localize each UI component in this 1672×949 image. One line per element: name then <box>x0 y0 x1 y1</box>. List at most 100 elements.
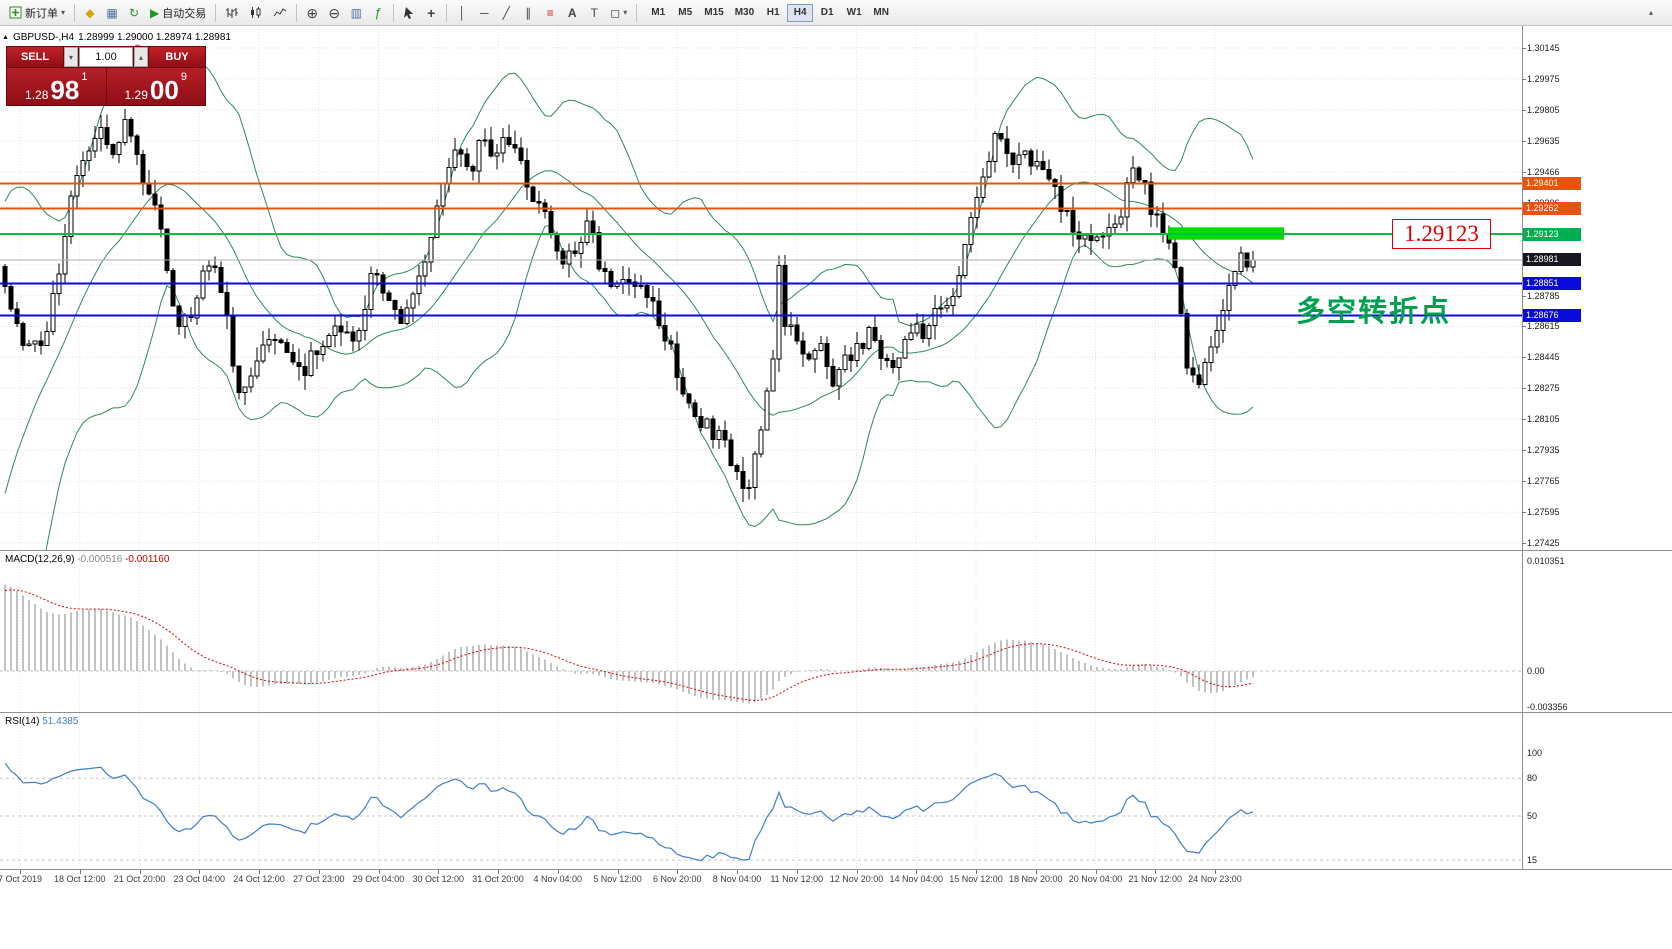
price-axis-tick <box>1522 79 1526 80</box>
buy-price-pip: 9 <box>180 71 187 83</box>
object-marker-icon: ▲ <box>2 34 9 41</box>
buy-price-display[interactable]: 1.29 00 9 <box>106 68 205 105</box>
sell-button[interactable]: SELL <box>7 47 63 67</box>
time-axis-label: 6 Nov 20:00 <box>652 874 702 884</box>
line-chart-icon <box>273 8 287 17</box>
turning-point-note[interactable]: 多空转折点 <box>1296 296 1452 328</box>
text-button[interactable]: A <box>561 2 583 24</box>
toolbar-separator <box>636 3 638 22</box>
crosshair-button[interactable]: + <box>420 2 442 24</box>
timeframe-button-w1[interactable]: W1 <box>846 7 862 18</box>
horizontal-line-button[interactable]: ─ <box>473 2 495 24</box>
market-watch-icon: ◆ <box>85 5 95 20</box>
price-badge: 1.28851 <box>1523 277 1581 290</box>
zoom-in-button[interactable]: ⊕ <box>301 2 323 24</box>
volume-decrease-button[interactable]: ▾ <box>64 47 78 67</box>
macd-label: MACD(12,26,9) -0.000516 -0.001160 <box>5 554 170 565</box>
shapes-button[interactable]: ◻ ▾ <box>605 2 632 24</box>
timeframe-button-mn[interactable]: MN <box>873 7 889 18</box>
timeframe-button-m1[interactable]: M1 <box>651 7 666 18</box>
time-axis-label: 7 Oct 2019 <box>0 874 43 884</box>
cursor-button[interactable] <box>398 2 420 24</box>
market-watch-button[interactable]: ◆ <box>79 2 101 24</box>
time-axis-tick <box>498 870 499 874</box>
trendline-button[interactable]: ╱ <box>495 2 517 24</box>
timeframe-button-m5[interactable]: M5 <box>678 7 693 18</box>
buy-price-prefix: 1.29 <box>124 88 148 102</box>
candlestick-button[interactable] <box>244 2 268 24</box>
price-axis-label: 1.29805 <box>1527 105 1560 115</box>
symbol-timeframe-label: GBPUSD-,H4 <box>12 32 75 43</box>
price-axis-separator <box>1522 26 1523 869</box>
buy-button[interactable]: BUY <box>149 47 205 67</box>
toolbar-separator <box>215 3 217 22</box>
panel-splitter[interactable] <box>0 550 1672 551</box>
time-axis-tick <box>796 870 798 874</box>
macd-main-value: -0.000516 <box>77 554 123 565</box>
fibonacci-button[interactable]: ≡ <box>539 2 561 24</box>
price-axis-tick <box>1522 296 1526 297</box>
rsi-canvas[interactable] <box>0 713 1522 869</box>
timeframe-button-d1[interactable]: D1 <box>820 7 834 18</box>
main-chart-panel[interactable]: ▲ GBPUSD-,H4 1.28999 1.29000 1.28974 1.2… <box>0 26 1672 550</box>
price-axis-label: 1.28275 <box>1527 383 1560 393</box>
rsi-axis-label: 100 <box>1527 748 1543 758</box>
time-axis-tick <box>79 870 81 874</box>
price-chart-canvas[interactable] <box>0 26 1522 550</box>
price-badge: 1.29123 <box>1523 228 1581 241</box>
time-axis-label: 21 Nov 12:00 <box>1128 874 1183 884</box>
candlestick-icon <box>251 7 261 18</box>
time-axis[interactable]: 7 Oct 2019 18 Oct 12:00 21 Oct 20:00 23 Oct… <box>0 870 1672 894</box>
chevron-down-icon: ▾ <box>623 8 628 17</box>
volume-increase-button[interactable]: ▴ <box>134 47 148 67</box>
timeframe-button-h4[interactable]: H4 <box>787 3 814 22</box>
time-axis-tick <box>20 870 21 874</box>
time-axis-tick <box>1095 870 1097 874</box>
crosshair-icon: + <box>427 4 436 21</box>
toolbar-more-icon: ▴ <box>1648 8 1653 17</box>
price-badge: 1.29262 <box>1523 202 1581 215</box>
tile-windows-button[interactable]: ▥ <box>345 2 367 24</box>
time-axis-tick <box>737 870 738 874</box>
price-badge: 1.28676 <box>1523 309 1581 322</box>
text-label-button[interactable]: T <box>583 2 605 24</box>
price-callout-label[interactable]: 1.29123 <box>1392 219 1491 249</box>
price-axis-tick <box>1522 172 1526 173</box>
sell-price-prefix: 1.28 <box>25 88 49 102</box>
macd-panel[interactable]: MACD(12,26,9) -0.000516 -0.001160 <box>0 551 1672 712</box>
time-axis-label: 27 Oct 23:00 <box>292 874 345 884</box>
toolbar-more-button[interactable]: ▴ <box>1640 2 1662 24</box>
price-axis-tick <box>1522 48 1526 49</box>
zoom-out-button[interactable]: ⊖ <box>323 2 345 24</box>
new-order-button[interactable]: 新订单 ▾ <box>4 2 70 24</box>
time-axis-label: 14 Nov 04:00 <box>889 874 944 884</box>
indicators-button[interactable]: ƒ <box>367 2 389 24</box>
rsi-axis-label: 15 <box>1527 855 1538 865</box>
text-label-icon: T <box>590 5 598 20</box>
rsi-panel[interactable]: RSI(14) 51.4385 <box>0 713 1672 869</box>
time-axis-label: 8 Nov 04:00 <box>712 874 762 884</box>
sell-price-big: 98 <box>50 75 80 105</box>
time-axis-tick <box>199 870 201 874</box>
volume-input[interactable]: 1.00 <box>79 47 133 67</box>
price-axis-label: 1.29466 <box>1527 167 1560 177</box>
timeframe-button-h1[interactable]: H1 <box>766 7 780 18</box>
price-axis-label: 1.28615 <box>1527 321 1560 331</box>
price-axis-label: 1.27425 <box>1527 538 1560 548</box>
price-axis-label: 1.27765 <box>1527 476 1560 486</box>
panel-splitter[interactable] <box>0 712 1672 713</box>
autotrade-button[interactable]: ▶ 自动交易 <box>145 2 211 24</box>
time-axis-tick <box>916 870 918 874</box>
indicators-icon: ƒ <box>374 5 382 20</box>
vertical-line-button[interactable]: │ <box>451 2 473 24</box>
bar-chart-button[interactable] <box>220 2 244 24</box>
data-window-button[interactable]: ▦ <box>101 2 123 24</box>
sell-price-display[interactable]: 1.28 98 1 <box>7 68 106 105</box>
navigator-button[interactable]: ↻ <box>123 2 145 24</box>
timeframe-button-m30[interactable]: M30 <box>734 7 755 18</box>
channel-button[interactable]: ∥ <box>517 2 539 24</box>
line-chart-button[interactable] <box>268 2 292 24</box>
macd-canvas[interactable] <box>0 551 1522 712</box>
timeframe-button-m15[interactable]: M15 <box>704 7 724 18</box>
price-axis-tick <box>1522 481 1526 482</box>
